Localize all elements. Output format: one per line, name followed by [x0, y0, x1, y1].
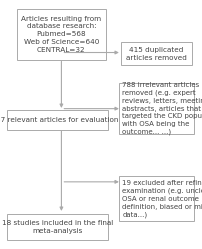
- FancyBboxPatch shape: [17, 8, 106, 60]
- FancyBboxPatch shape: [121, 42, 192, 65]
- FancyBboxPatch shape: [7, 110, 108, 130]
- Text: Articles resulting from
database research:
Pubmed=568
Web of Science=640
CENTRAL: Articles resulting from database researc…: [21, 16, 101, 53]
- Text: 19 excluded after refined
examination (e.g. unclear
OSA or renal outcome
definit: 19 excluded after refined examination (e…: [122, 180, 202, 218]
- FancyBboxPatch shape: [119, 176, 194, 222]
- Text: 37 relevant articles for evaluation: 37 relevant articles for evaluation: [0, 117, 119, 123]
- FancyBboxPatch shape: [7, 214, 108, 241]
- Text: 788 irrelevant articles
removed (e.g. expert
reviews, letters, meeting
abstracts: 788 irrelevant articles removed (e.g. ex…: [122, 82, 202, 135]
- Text: 18 studies included in the final
meta-analysis: 18 studies included in the final meta-an…: [2, 220, 113, 234]
- Text: 415 duplicated
articles removed: 415 duplicated articles removed: [126, 47, 187, 61]
- FancyBboxPatch shape: [119, 83, 194, 134]
